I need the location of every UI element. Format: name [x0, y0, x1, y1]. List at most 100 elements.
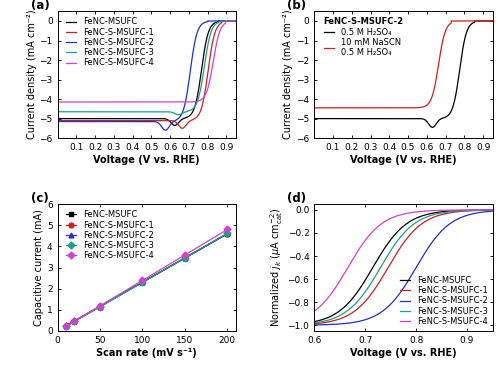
FeNC-S-MSUFC-4 — [224, 227, 230, 232]
FeNC-S-MSUFC-3 — [86, 110, 91, 114]
FeNC-S-MSUFC-3 — [176, 113, 182, 117]
FeNC-S-MSUFC-1 — [140, 280, 145, 285]
FeNC-S-MSUFC-4 — [491, 208, 497, 212]
Line: 10 mM NaSCN
0.5 M H₂SO₄: 10 mM NaSCN 0.5 M H₂SO₄ — [314, 21, 492, 108]
10 mM NaSCN
0.5 M H₂SO₄ — [332, 105, 338, 110]
FeNC-S-MSUFC-3 — [97, 304, 103, 309]
FeNC-S-MSUFC-3 — [301, 322, 307, 326]
FeNC-MSUFC — [384, 243, 390, 248]
FeNC-MSUFC — [97, 304, 103, 309]
Text: (c): (c) — [31, 191, 48, 205]
FeNC-MSUFC — [86, 116, 91, 121]
FeNC-S-MSUFC-2 — [162, 128, 168, 132]
FeNC-S-MSUFC-2 — [204, 19, 210, 23]
Line: FeNC-S-MSUFC-4: FeNC-S-MSUFC-4 — [58, 21, 236, 102]
10 mM NaSCN
0.5 M H₂SO₄ — [342, 105, 348, 110]
FeNC-S-MSUFC-2 — [75, 119, 81, 124]
Line: FeNC-S-MSUFC-2: FeNC-S-MSUFC-2 — [58, 21, 236, 130]
FeNC-S-MSUFC-1 — [75, 118, 81, 123]
FeNC-S-MSUFC-2 — [334, 322, 340, 327]
Line: FeNC-S-MSUFC-4: FeNC-S-MSUFC-4 — [64, 227, 230, 329]
FeNC-S-MSUFC-1 — [180, 126, 186, 131]
Y-axis label: Current density (mA cm⁻²): Current density (mA cm⁻²) — [284, 10, 294, 140]
Line: 0.5 M H₂SO₄: 0.5 M H₂SO₄ — [314, 21, 492, 127]
FeNC-S-MSUFC-3 — [54, 110, 60, 114]
0.5 M H₂SO₄ — [486, 19, 492, 23]
FeNC-S-MSUFC-1 — [376, 282, 382, 286]
FeNC-S-MSUFC-3 — [376, 269, 382, 273]
FeNC-S-MSUFC-3 — [491, 208, 497, 212]
FeNC-MSUFC — [63, 324, 69, 328]
FeNC-MSUFC — [72, 319, 78, 323]
FeNC-S-MSUFC-2 — [376, 312, 382, 316]
Line: FeNC-S-MSUFC-1: FeNC-S-MSUFC-1 — [64, 231, 230, 328]
FeNC-S-MSUFC-2 — [123, 119, 129, 124]
FeNC-S-MSUFC-3 — [217, 19, 223, 23]
Line: FeNC-S-MSUFC-3: FeNC-S-MSUFC-3 — [58, 21, 236, 115]
0.5 M H₂SO₄ — [490, 19, 496, 23]
FeNC-MSUFC — [494, 208, 500, 212]
Text: (a): (a) — [31, 0, 50, 12]
FeNC-S-MSUFC-3 — [224, 231, 230, 236]
FeNC-S-MSUFC-1 — [182, 256, 188, 260]
Y-axis label: Capacitive current (mA): Capacitive current (mA) — [34, 209, 44, 326]
X-axis label: Voltage (V vs. RHE): Voltage (V vs. RHE) — [94, 155, 200, 165]
FeNC-S-MSUFC-1 — [224, 232, 230, 236]
FeNC-S-MSUFC-1 — [210, 37, 216, 42]
FeNC-S-MSUFC-4 — [130, 100, 136, 104]
FeNC-S-MSUFC-4 — [470, 208, 476, 212]
FeNC-S-MSUFC-4 — [123, 100, 129, 104]
Line: FeNC-S-MSUFC-1: FeNC-S-MSUFC-1 — [304, 210, 498, 324]
0.5 M H₂SO₄ — [472, 19, 478, 23]
FeNC-S-MSUFC-1 — [334, 318, 340, 322]
FeNC-S-MSUFC-4 — [63, 324, 69, 329]
Y-axis label: Current density (mA cm⁻²): Current density (mA cm⁻²) — [26, 10, 36, 140]
FeNC-S-MSUFC-3 — [63, 324, 69, 329]
10 mM NaSCN
0.5 M H₂SO₄ — [380, 105, 386, 110]
FeNC-MSUFC — [210, 22, 216, 27]
FeNC-S-MSUFC-1 — [491, 208, 497, 212]
FeNC-S-MSUFC-4 — [72, 319, 78, 324]
10 mM NaSCN
0.5 M H₂SO₄ — [486, 19, 492, 23]
FeNC-S-MSUFC-4 — [384, 218, 390, 223]
FeNC-MSUFC — [75, 116, 81, 121]
FeNC-MSUFC — [215, 19, 221, 23]
Legend: FeNC-MSUFC, FeNC-S-MSUFC-1, FeNC-S-MSUFC-2, FeNC-S-MSUFC-3, FeNC-S-MSUFC-4: FeNC-MSUFC, FeNC-S-MSUFC-1, FeNC-S-MSUFC… — [399, 275, 488, 327]
FeNC-S-MSUFC-1 — [323, 320, 329, 325]
FeNC-S-MSUFC-3 — [123, 110, 129, 114]
FeNC-S-MSUFC-1 — [123, 118, 129, 123]
FeNC-S-MSUFC-1 — [470, 208, 476, 213]
10 mM NaSCN
0.5 M H₂SO₄ — [311, 105, 317, 110]
0.5 M H₂SO₄ — [388, 116, 394, 121]
Line: FeNC-MSUFC: FeNC-MSUFC — [64, 232, 230, 328]
FeNC-S-MSUFC-3 — [182, 256, 188, 260]
0.5 M H₂SO₄ — [380, 116, 386, 121]
FeNC-S-MSUFC-4 — [376, 224, 382, 229]
FeNC-S-MSUFC-1 — [63, 324, 69, 328]
FeNC-MSUFC — [334, 310, 340, 315]
FeNC-S-MSUFC-4 — [54, 100, 60, 104]
FeNC-S-MSUFC-4 — [75, 100, 81, 104]
FeNC-S-MSUFC-1 — [86, 118, 91, 123]
FeNC-S-MSUFC-4 — [230, 19, 235, 23]
Text: (b): (b) — [288, 0, 306, 12]
FeNC-S-MSUFC-2 — [233, 19, 239, 23]
Legend: FeNC-MSUFC, FeNC-S-MSUFC-1, FeNC-S-MSUFC-2, FeNC-S-MSUFC-3, FeNC-S-MSUFC-4: FeNC-MSUFC, FeNC-S-MSUFC-1, FeNC-S-MSUFC… — [65, 17, 154, 68]
Legend: 0.5 M H₂SO₄, 10 mM NaSCN
0.5 M H₂SO₄: 0.5 M H₂SO₄, 10 mM NaSCN 0.5 M H₂SO₄ — [322, 17, 404, 58]
FeNC-S-MSUFC-1 — [384, 268, 390, 272]
10 mM NaSCN
0.5 M H₂SO₄ — [467, 19, 473, 23]
FeNC-S-MSUFC-1 — [230, 19, 235, 23]
FeNC-S-MSUFC-1 — [54, 118, 60, 123]
0.5 M H₂SO₄ — [332, 116, 338, 121]
FeNC-S-MSUFC-4 — [86, 100, 91, 104]
FeNC-S-MSUFC-1 — [233, 19, 239, 23]
FeNC-MSUFC — [233, 19, 239, 23]
FeNC-S-MSUFC-1 — [301, 322, 307, 327]
FeNC-S-MSUFC-4 — [182, 253, 188, 257]
Line: FeNC-S-MSUFC-3: FeNC-S-MSUFC-3 — [304, 210, 498, 324]
Line: FeNC-S-MSUFC-4: FeNC-S-MSUFC-4 — [304, 210, 498, 317]
FeNC-S-MSUFC-4 — [97, 304, 103, 308]
Y-axis label: Normalized $j_{k}$ ($\mu$A cm$^{-2}_{\rm cat}$): Normalized $j_{k}$ ($\mu$A cm$^{-2}_{\rm… — [268, 208, 284, 327]
FeNC-S-MSUFC-2 — [182, 255, 188, 260]
FeNC-S-MSUFC-3 — [334, 315, 340, 319]
